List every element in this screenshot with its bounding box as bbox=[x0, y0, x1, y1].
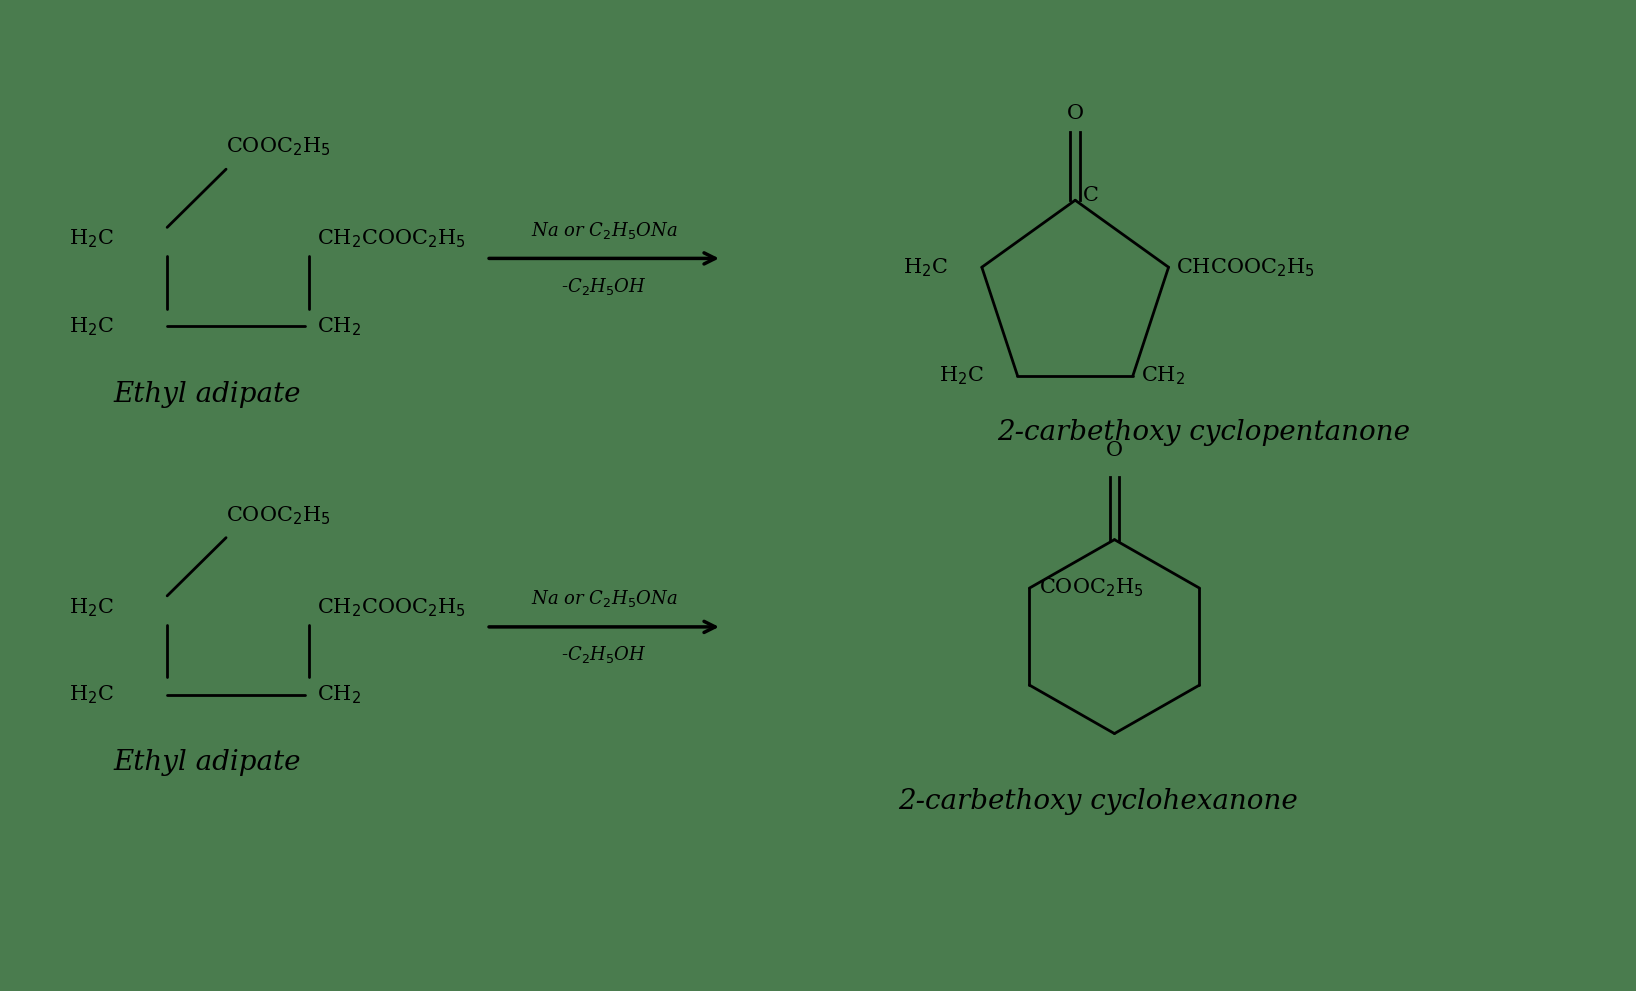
Text: COOC$_2$H$_5$: COOC$_2$H$_5$ bbox=[226, 136, 330, 159]
Text: CHCOOC$_2$H$_5$: CHCOOC$_2$H$_5$ bbox=[1176, 256, 1315, 278]
Text: -C$_2$H$_5$OH: -C$_2$H$_5$OH bbox=[561, 275, 646, 297]
Text: O: O bbox=[1067, 104, 1083, 123]
Text: COOC$_2$H$_5$: COOC$_2$H$_5$ bbox=[1039, 577, 1144, 600]
Text: 2-carbethoxy cyclohexanone: 2-carbethoxy cyclohexanone bbox=[898, 788, 1299, 815]
Text: Na or C$_2$H$_5$ONa: Na or C$_2$H$_5$ONa bbox=[530, 589, 677, 609]
Text: H$_2$C: H$_2$C bbox=[69, 315, 115, 338]
Text: C: C bbox=[1083, 186, 1099, 205]
Text: O: O bbox=[1106, 441, 1122, 460]
Text: H$_2$C: H$_2$C bbox=[69, 228, 115, 251]
Text: CH$_2$COOC$_2$H$_5$: CH$_2$COOC$_2$H$_5$ bbox=[317, 597, 466, 618]
Text: H$_2$C: H$_2$C bbox=[69, 684, 115, 706]
Text: Na or C$_2$H$_5$ONa: Na or C$_2$H$_5$ONa bbox=[530, 220, 677, 241]
Text: H$_2$C: H$_2$C bbox=[69, 597, 115, 618]
Text: -C$_2$H$_5$OH: -C$_2$H$_5$OH bbox=[561, 644, 646, 665]
Text: H$_2$C: H$_2$C bbox=[939, 365, 983, 386]
Text: Ethyl adipate: Ethyl adipate bbox=[113, 381, 301, 407]
Text: CH$_2$: CH$_2$ bbox=[317, 684, 362, 706]
Text: Ethyl adipate: Ethyl adipate bbox=[113, 749, 301, 776]
Text: COOC$_2$H$_5$: COOC$_2$H$_5$ bbox=[226, 504, 330, 526]
Text: CH$_2$: CH$_2$ bbox=[317, 315, 362, 338]
Text: CH$_2$: CH$_2$ bbox=[1140, 365, 1184, 386]
Text: H$_2$C: H$_2$C bbox=[903, 256, 949, 278]
Text: CH$_2$COOC$_2$H$_5$: CH$_2$COOC$_2$H$_5$ bbox=[317, 228, 466, 251]
Text: 2-carbethoxy cyclopentanone: 2-carbethoxy cyclopentanone bbox=[996, 419, 1410, 447]
